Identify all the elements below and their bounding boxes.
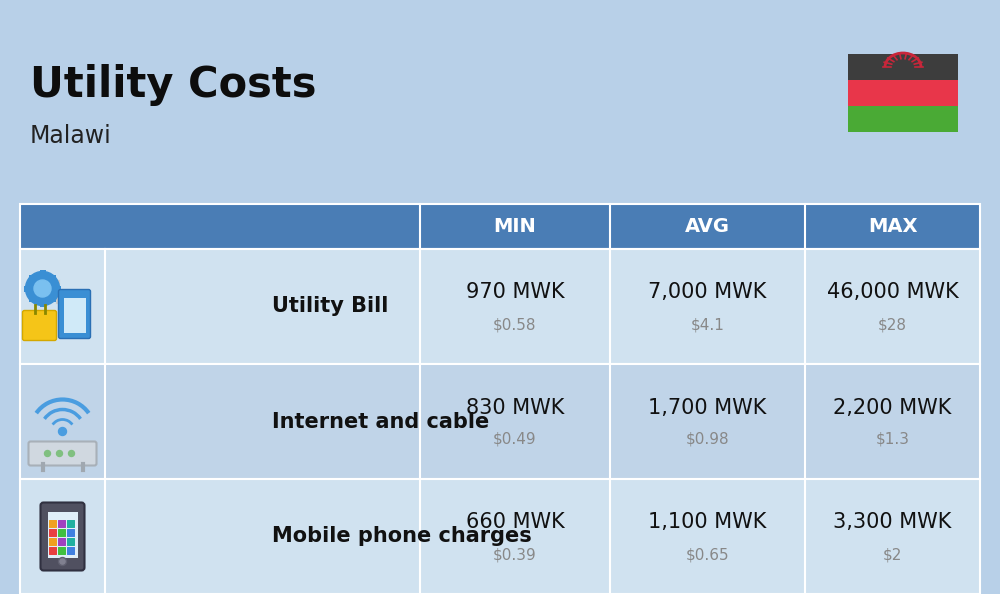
Bar [50, 274, 56, 281]
FancyBboxPatch shape [67, 547, 75, 555]
Text: 970 MWK: 970 MWK [466, 283, 564, 302]
FancyBboxPatch shape [58, 520, 66, 528]
Text: 46,000 MWK: 46,000 MWK [827, 283, 958, 302]
FancyBboxPatch shape [58, 289, 90, 339]
Circle shape [44, 450, 50, 457]
Text: 660 MWK: 660 MWK [466, 513, 564, 532]
Text: 2,200 MWK: 2,200 MWK [833, 397, 952, 418]
Text: $0.49: $0.49 [493, 432, 537, 447]
Bar [48, 511, 78, 558]
FancyBboxPatch shape [67, 529, 75, 537]
FancyBboxPatch shape [58, 529, 66, 537]
Text: 3,300 MWK: 3,300 MWK [833, 513, 952, 532]
Circle shape [68, 450, 74, 457]
FancyBboxPatch shape [67, 520, 75, 528]
FancyBboxPatch shape [49, 547, 57, 555]
Text: 7,000 MWK: 7,000 MWK [648, 283, 767, 302]
FancyBboxPatch shape [67, 538, 75, 546]
FancyBboxPatch shape [58, 538, 66, 546]
FancyBboxPatch shape [58, 547, 66, 555]
Text: MIN: MIN [494, 217, 536, 236]
Text: Internet and cable: Internet and cable [272, 412, 490, 431]
FancyBboxPatch shape [22, 311, 56, 340]
Bar [848, 80, 958, 106]
Bar [50, 296, 56, 302]
Bar [848, 54, 958, 80]
FancyBboxPatch shape [28, 441, 96, 466]
Text: $28: $28 [878, 317, 907, 332]
Bar [64, 298, 86, 333]
Bar [848, 106, 958, 132]
Bar [20, 204, 980, 249]
Bar [20, 479, 980, 594]
Text: Utility Bill: Utility Bill [272, 296, 389, 317]
Text: Malawi: Malawi [30, 124, 112, 148]
Bar [24, 286, 30, 292]
Text: $0.58: $0.58 [493, 317, 537, 332]
Text: 830 MWK: 830 MWK [466, 397, 564, 418]
Circle shape [58, 428, 66, 435]
Text: $1.3: $1.3 [876, 432, 910, 447]
Circle shape [56, 450, 62, 457]
Bar [29, 296, 35, 302]
Circle shape [58, 558, 66, 565]
Circle shape [34, 280, 51, 297]
Text: AVG: AVG [685, 217, 730, 236]
Text: $0.65: $0.65 [686, 547, 729, 562]
Text: $0.39: $0.39 [493, 547, 537, 562]
Bar [55, 286, 61, 292]
Bar [40, 301, 46, 307]
FancyBboxPatch shape [49, 520, 57, 528]
Text: Mobile phone charges: Mobile phone charges [272, 526, 532, 546]
Text: MAX: MAX [868, 217, 917, 236]
Text: $2: $2 [883, 547, 902, 562]
Circle shape [26, 271, 60, 305]
Text: 1,100 MWK: 1,100 MWK [648, 513, 767, 532]
Text: Utility Costs: Utility Costs [30, 64, 316, 106]
Bar [40, 270, 46, 276]
Bar [20, 249, 980, 364]
Bar [29, 274, 35, 281]
Text: 1,700 MWK: 1,700 MWK [648, 397, 767, 418]
FancyBboxPatch shape [40, 503, 84, 570]
FancyBboxPatch shape [49, 529, 57, 537]
Text: $0.98: $0.98 [686, 432, 729, 447]
FancyBboxPatch shape [49, 538, 57, 546]
Bar [20, 364, 980, 479]
Text: $4.1: $4.1 [691, 317, 724, 332]
